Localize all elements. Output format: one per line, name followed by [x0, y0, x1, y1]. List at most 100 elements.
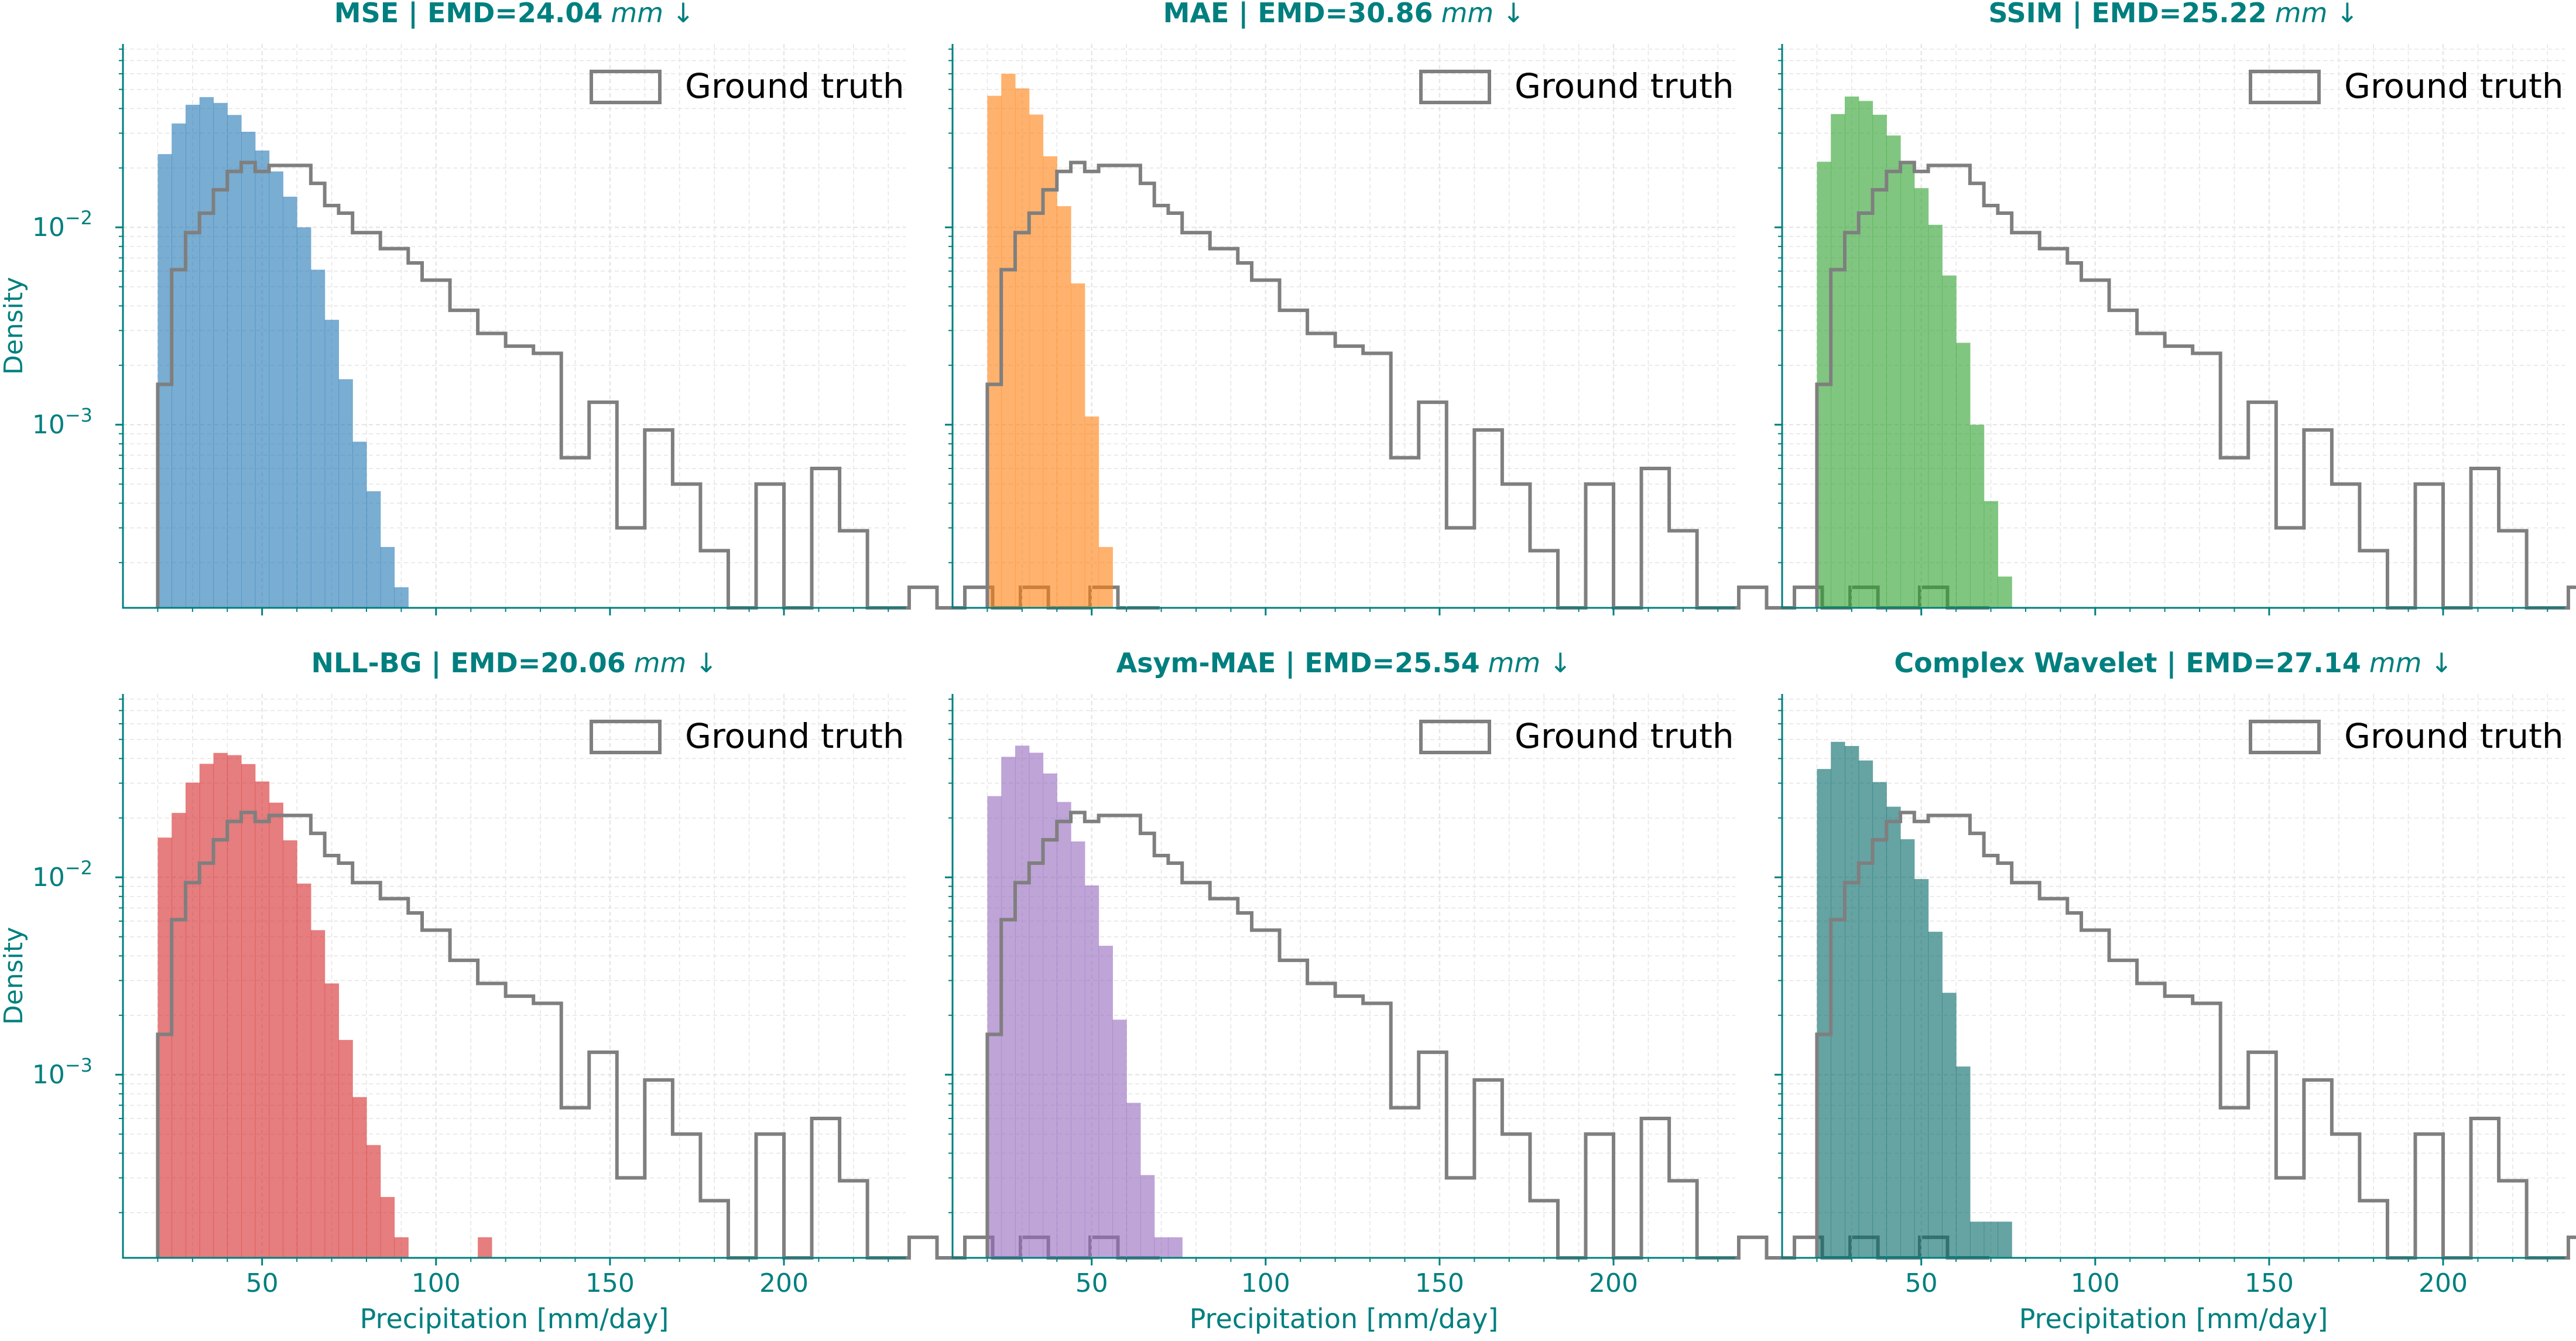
- model-bar: [1956, 343, 1971, 608]
- legend-label: Ground truth: [1515, 716, 1734, 756]
- model-bar: [1984, 1222, 1999, 1258]
- title-unit: mm ↓: [1441, 0, 1525, 29]
- model-bar: [241, 132, 256, 608]
- model-bar: [1057, 802, 1071, 1258]
- model-bar: [1029, 114, 1044, 608]
- model-bar: [1043, 773, 1057, 1258]
- model-bar: [324, 320, 340, 608]
- legend-label: Ground truth: [685, 66, 905, 106]
- model-bar: [1043, 156, 1057, 608]
- x-tick-label: 100: [2071, 1268, 2120, 1298]
- model-bar: [310, 930, 326, 1258]
- y-tick-base: 10: [32, 410, 65, 440]
- subplot-title: SSIM | EMD=25.22 mm ↓: [1988, 0, 2358, 29]
- model-bar: [255, 781, 270, 1258]
- model-bar: [1084, 885, 1099, 1258]
- y-tick-exponent: −3: [65, 404, 93, 426]
- x-tick-label: 200: [759, 1268, 809, 1298]
- subplot-title: NLL-BG | EMD=20.06 mm ↓: [311, 647, 717, 679]
- model-bar: [310, 269, 326, 608]
- subplot-title: MAE | EMD=30.86 mm ↓: [1163, 0, 1525, 29]
- y-tick-label: 10−2: [32, 857, 93, 892]
- model-bar: [366, 491, 381, 608]
- model-bar: [1001, 757, 1016, 1258]
- ground-truth-step-line: [156, 810, 1160, 1260]
- y-tick-label: 10−3: [32, 404, 93, 440]
- legend-swatch: [590, 70, 662, 104]
- model-bar: [1831, 114, 1845, 608]
- model-histogram: [157, 97, 409, 608]
- ground-truth-step-line: [985, 160, 1989, 610]
- model-bar: [352, 1097, 367, 1258]
- subplot-6: 50 100 150 200 Precipitation [mm/day] Complex…: [1775, 647, 2576, 1335]
- model-bar: [1984, 501, 1999, 608]
- subplot-title: MSE | EMD=24.04 mm ↓: [334, 0, 694, 29]
- model-bar: [255, 150, 270, 608]
- model-bar: [1084, 416, 1099, 608]
- model-bar: [1886, 135, 1901, 608]
- x-tick-label: 100: [412, 1268, 461, 1298]
- model-bar: [324, 983, 340, 1258]
- model-bar: [172, 123, 186, 608]
- y-axis-label: Density: [0, 277, 29, 375]
- legend: Ground truth: [1419, 716, 1734, 756]
- model-bar: [199, 97, 214, 608]
- model-bar: [1928, 224, 1943, 608]
- y-axis-label: Density: [0, 927, 29, 1025]
- model-bar: [1942, 275, 1957, 608]
- model-bar: [1858, 101, 1873, 608]
- title-unit: mm ↓: [2275, 0, 2359, 29]
- legend-label: Ground truth: [1515, 66, 1734, 106]
- model-bar: [1029, 752, 1044, 1258]
- model-bar: [1817, 769, 1831, 1258]
- model-bar: [1098, 946, 1113, 1258]
- model-histogram: [1817, 741, 2012, 1258]
- subplot-2: MAE | EMD=30.86 mm ↓ Ground truth: [945, 0, 1989, 615]
- ground-truth-step-line: [1815, 810, 2576, 1260]
- y-tick-label: 10−2: [32, 207, 93, 242]
- model-bar: [1858, 760, 1873, 1258]
- model-bar: [1900, 162, 1915, 608]
- model-bar: [241, 764, 256, 1258]
- model-bar: [1942, 993, 1957, 1258]
- model-bar: [1928, 932, 1943, 1258]
- y-tick-exponent: −3: [65, 1054, 93, 1076]
- model-bar: [478, 1237, 492, 1258]
- model-bar: [185, 782, 200, 1258]
- model-bar: [1168, 1237, 1183, 1258]
- x-tick-label: 100: [1241, 1268, 1290, 1298]
- y-tick-base: 10: [32, 1060, 65, 1090]
- legend-label: Ground truth: [2344, 66, 2564, 106]
- legend-label: Ground truth: [2344, 716, 2564, 756]
- x-tick-label: 150: [2245, 1268, 2294, 1298]
- legend-label: Ground truth: [685, 716, 905, 756]
- legend-swatch: [2249, 720, 2321, 754]
- subplot-4: 50 100 150 20010−210−3DensityPrecipitation …: [0, 647, 1160, 1335]
- model-bar: [1098, 547, 1113, 608]
- model-bar: [1844, 96, 1859, 608]
- subplot-5: 50 100 150 200 Precipitation [mm/day] Asym-MA…: [945, 647, 1989, 1335]
- title-main: NLL-BG | EMD=20.06: [311, 647, 625, 679]
- model-histogram: [157, 752, 492, 1258]
- y-tick-exponent: −2: [65, 857, 93, 879]
- title-main: MSE | EMD=24.04: [334, 0, 603, 29]
- x-tick-label: 150: [585, 1268, 635, 1298]
- model-bar: [1969, 1222, 1985, 1258]
- model-bar: [1071, 283, 1085, 608]
- model-bar: [394, 587, 409, 608]
- model-bar: [380, 547, 395, 608]
- title-unit: mm ↓: [2369, 647, 2453, 679]
- legend: Ground truth: [590, 716, 905, 756]
- subplot-title: Complex Wavelet | EMD=27.14 mm ↓: [1894, 647, 2452, 679]
- model-bar: [1956, 1066, 1971, 1258]
- model-bar: [352, 442, 367, 608]
- model-bar: [297, 227, 311, 608]
- x-axis-label: Precipitation [mm/day]: [360, 1303, 669, 1335]
- model-bar: [227, 115, 242, 608]
- model-histogram: [987, 745, 1183, 1258]
- model-bar: [1886, 806, 1901, 1258]
- title-unit: mm ↓: [1488, 647, 1572, 679]
